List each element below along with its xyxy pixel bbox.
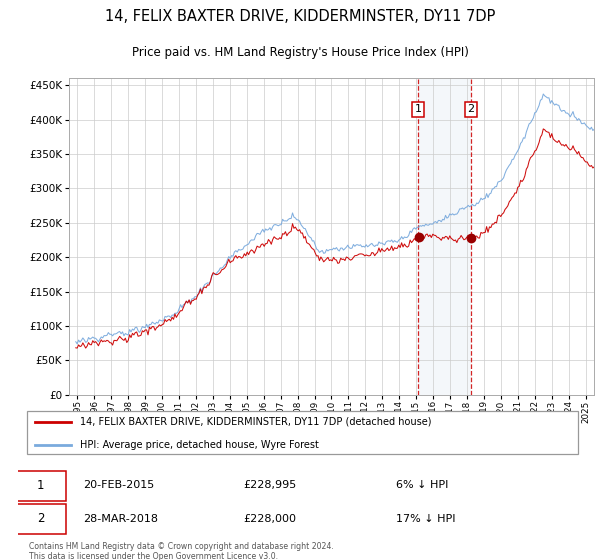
Bar	[418, 78, 471, 395]
Text: 1: 1	[415, 104, 422, 114]
Text: 20-FEB-2015: 20-FEB-2015	[83, 480, 154, 491]
Text: £228,000: £228,000	[244, 514, 296, 524]
FancyBboxPatch shape	[27, 410, 578, 455]
FancyBboxPatch shape	[15, 471, 66, 501]
Text: 6% ↓ HPI: 6% ↓ HPI	[396, 480, 448, 491]
Text: 1: 1	[37, 479, 44, 492]
Text: 2: 2	[37, 512, 44, 525]
Text: Price paid vs. HM Land Registry's House Price Index (HPI): Price paid vs. HM Land Registry's House …	[131, 46, 469, 59]
Text: 2: 2	[467, 104, 475, 114]
Text: £228,995: £228,995	[244, 480, 297, 491]
Text: 28-MAR-2018: 28-MAR-2018	[83, 514, 158, 524]
Text: Contains HM Land Registry data © Crown copyright and database right 2024.
This d: Contains HM Land Registry data © Crown c…	[29, 542, 334, 560]
Text: 17% ↓ HPI: 17% ↓ HPI	[396, 514, 455, 524]
Text: 14, FELIX BAXTER DRIVE, KIDDERMINSTER, DY11 7DP: 14, FELIX BAXTER DRIVE, KIDDERMINSTER, D…	[105, 10, 495, 24]
FancyBboxPatch shape	[15, 504, 66, 534]
Text: HPI: Average price, detached house, Wyre Forest: HPI: Average price, detached house, Wyre…	[80, 440, 319, 450]
Text: 14, FELIX BAXTER DRIVE, KIDDERMINSTER, DY11 7DP (detached house): 14, FELIX BAXTER DRIVE, KIDDERMINSTER, D…	[80, 417, 431, 427]
